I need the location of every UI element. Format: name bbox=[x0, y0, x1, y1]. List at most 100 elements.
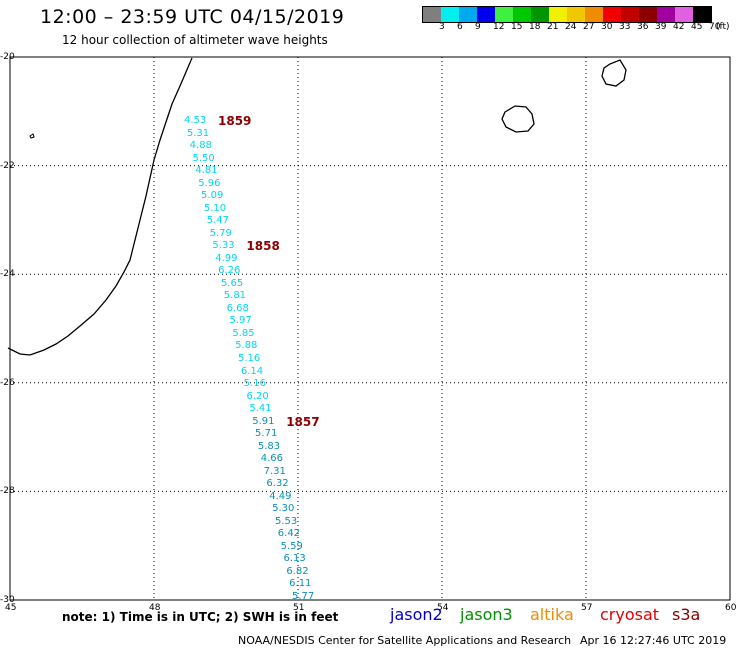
map-frame bbox=[9, 56, 731, 601]
color-scale-label: 21 bbox=[547, 22, 559, 32]
longitude-label: 51 bbox=[293, 603, 305, 613]
swh-value: 5.30 bbox=[272, 503, 295, 515]
swh-value: 5.09 bbox=[201, 190, 224, 202]
swh-value: 5.16 bbox=[238, 353, 261, 364]
color-scale-swatch bbox=[567, 7, 585, 22]
color-scale-swatch bbox=[603, 7, 621, 22]
latitude-label: -30 bbox=[0, 595, 15, 605]
swh-value: 4.53 bbox=[184, 115, 207, 126]
swh-value: 5.83 bbox=[257, 440, 281, 452]
swh-value: 6.13 bbox=[283, 553, 306, 565]
swh-value: 7.31 bbox=[263, 465, 286, 477]
satellite-legend-jason3: jason3 bbox=[460, 605, 513, 624]
color-scale-label: 9 bbox=[475, 22, 481, 32]
reunion-island bbox=[501, 105, 535, 133]
color-scale-label: 70 bbox=[709, 22, 721, 32]
swh-value: 5.97 bbox=[229, 315, 252, 327]
color-scale-swatch bbox=[513, 7, 531, 22]
swh-value: 6.32 bbox=[266, 478, 289, 490]
color-scale-swatch bbox=[477, 7, 495, 22]
latitude-label: -28 bbox=[0, 486, 15, 497]
longitude-label: 60 bbox=[725, 603, 737, 613]
longitude-label: 48 bbox=[149, 603, 161, 613]
agency-credit: NOAA/NESDIS Center for Satellite Applica… bbox=[238, 634, 572, 647]
generated-timestamp: Apr 16 12:27:46 UTC 2019 bbox=[580, 634, 727, 647]
swh-value: 5.88 bbox=[235, 340, 258, 352]
color-scale-swatch bbox=[675, 7, 693, 22]
swh-value: 4.66 bbox=[260, 453, 283, 465]
swh-value: 6.11 bbox=[289, 578, 312, 590]
color-scale-label: 15 bbox=[511, 22, 523, 32]
color-scale-bar bbox=[422, 6, 712, 23]
swh-value: 5.96 bbox=[198, 177, 221, 189]
color-scale-swatch bbox=[585, 7, 603, 22]
gridlines bbox=[9, 56, 731, 601]
swh-value: 5.41 bbox=[249, 403, 272, 415]
swh-value: 6.20 bbox=[246, 390, 269, 402]
swh-value: 5.71 bbox=[255, 428, 278, 440]
swh-value: 5.10 bbox=[203, 202, 227, 214]
color-scale-label: 12 bbox=[493, 22, 505, 32]
color-scale-label: 39 bbox=[655, 22, 667, 32]
satellite-legend-s3a: s3a bbox=[672, 605, 701, 624]
color-scale-swatch bbox=[621, 7, 639, 22]
color-scale-swatch bbox=[693, 7, 711, 22]
satellite-legend-cryosat: cryosat bbox=[600, 605, 660, 624]
mauritius-island bbox=[601, 59, 627, 87]
swh-value: 5.31 bbox=[186, 127, 210, 139]
map-title: 12:00 – 23:59 UTC 04/15/2019 bbox=[40, 6, 345, 28]
swh-value: 5.47 bbox=[206, 215, 229, 227]
swh-value: 6.26 bbox=[218, 265, 241, 277]
color-scale-label: 45 bbox=[691, 22, 703, 32]
swh-value: 5.53 bbox=[274, 515, 298, 527]
latitude-label: -20 bbox=[0, 52, 15, 62]
longitude-label: 45 bbox=[5, 603, 17, 613]
orbit-number-label: 1858 bbox=[246, 239, 280, 254]
orbit-number-label: 1857 bbox=[286, 414, 320, 429]
latitude-label: -22 bbox=[0, 160, 15, 171]
swh-value: 6.68 bbox=[226, 302, 249, 314]
longitude-label: 57 bbox=[581, 603, 593, 613]
notes: note: 1) Time is in UTC; 2) SWH is in fe… bbox=[62, 610, 339, 624]
color-scale-label: 3 bbox=[439, 22, 445, 32]
swh-value: 5.77 bbox=[292, 591, 315, 602]
swh-value: 5.65 bbox=[220, 277, 244, 289]
orbit-number-label: 1859 bbox=[218, 114, 252, 128]
swh-value: 4.99 bbox=[215, 252, 238, 264]
color-scale-label: 6 bbox=[457, 22, 463, 32]
color-scale-swatch bbox=[549, 7, 567, 22]
color-scale-swatch bbox=[441, 7, 459, 22]
color-scale-swatch bbox=[531, 7, 549, 22]
swh-value: 6.42 bbox=[277, 528, 301, 540]
color-scale-label: 33 bbox=[619, 22, 631, 32]
swh-value: 5.91 bbox=[252, 415, 275, 427]
swh-value: 6.14 bbox=[240, 365, 264, 377]
swh-value: 5.59 bbox=[280, 540, 303, 552]
swh-value: 4.88 bbox=[189, 140, 212, 152]
color-scale-swatch bbox=[639, 7, 657, 22]
color-scale-swatch bbox=[423, 7, 441, 22]
swh-value: 5.33 bbox=[212, 240, 235, 252]
color-scale-label: 30 bbox=[601, 22, 613, 32]
color-scale-swatch bbox=[459, 7, 477, 22]
longitude-label: 54 bbox=[437, 603, 449, 613]
swh-value: 6.82 bbox=[286, 565, 309, 577]
swh-value: 5.50 bbox=[192, 152, 215, 164]
color-scale-swatch bbox=[657, 7, 675, 22]
color-scale-label: 27 bbox=[583, 22, 595, 32]
madagascar-coastline bbox=[7, 57, 193, 356]
latitude-label: -24 bbox=[0, 269, 15, 280]
swh-value: 4.81 bbox=[195, 165, 218, 177]
swh-value: 4.49 bbox=[269, 490, 292, 502]
color-scale-label: 42 bbox=[673, 22, 685, 32]
color-scale-swatch bbox=[495, 7, 513, 22]
swh-value: 5.85 bbox=[232, 327, 255, 339]
swh-value: 5.79 bbox=[209, 227, 232, 239]
color-scale-label: 24 bbox=[565, 22, 577, 32]
satellite-legend-jason2: jason2 bbox=[390, 605, 443, 624]
map-subtitle: 12 hour collection of altimeter wave hei… bbox=[62, 33, 328, 47]
swh-value: 5.16 bbox=[243, 378, 266, 390]
color-scale-unit: (ft) bbox=[716, 22, 730, 32]
color-scale-label: 18 bbox=[529, 22, 541, 32]
